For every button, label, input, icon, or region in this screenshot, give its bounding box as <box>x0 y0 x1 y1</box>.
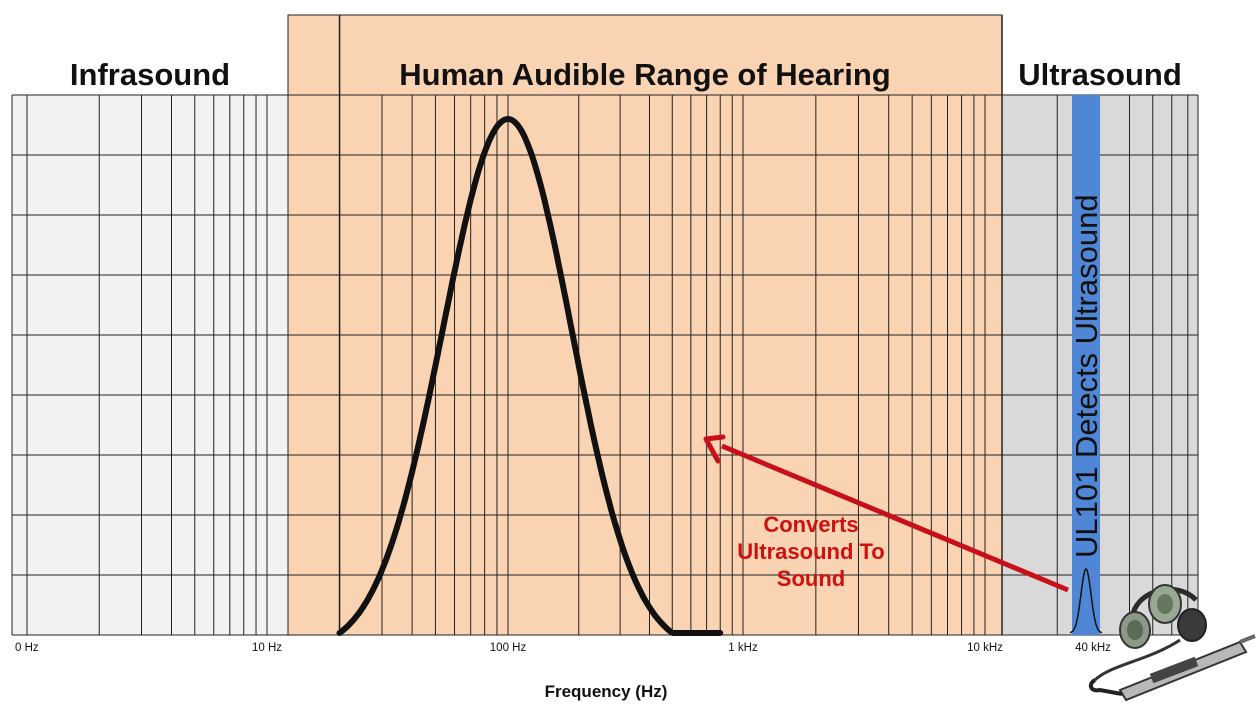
tick-label-0hz: 0 Hz <box>15 642 39 654</box>
detector-curve <box>1069 568 1103 634</box>
tick-label-10hz: 10 Hz <box>252 642 282 654</box>
audible-curve <box>336 116 724 636</box>
ul101-device-illustration <box>1088 584 1256 702</box>
headphones-icon <box>1093 584 1207 682</box>
detector-band <box>1072 95 1100 635</box>
tick-label-1khz: 1 kHz <box>728 642 758 654</box>
annotation-line-1: Converts <box>763 512 858 537</box>
infrasound-title: Infrasound <box>70 57 230 92</box>
ultrasound-detector-icon <box>1088 634 1256 702</box>
annotation-line-2: Ultrasound To <box>737 539 884 564</box>
audible-band <box>287 14 1003 636</box>
arrow-shaft <box>721 443 1069 593</box>
audible-title: Human Audible Range of Hearing <box>399 57 890 92</box>
x-axis-title: Frequency (Hz) <box>545 682 668 701</box>
infrasound-band <box>12 95 288 635</box>
tick-label-10khz: 10 kHz <box>967 642 1003 654</box>
grid-lines <box>11 15 1199 636</box>
tick-label-40khz: 40 kHz <box>1075 642 1111 654</box>
conversion-arrow <box>703 434 1069 593</box>
arrow-head <box>703 434 726 464</box>
ultrasound-title: Ultrasound <box>1018 57 1182 92</box>
tick-label-100hz: 100 Hz <box>490 642 527 654</box>
annotation-line-3: Sound <box>777 566 845 591</box>
detector-label: UL101 Detects Ultrasound <box>1069 194 1104 558</box>
